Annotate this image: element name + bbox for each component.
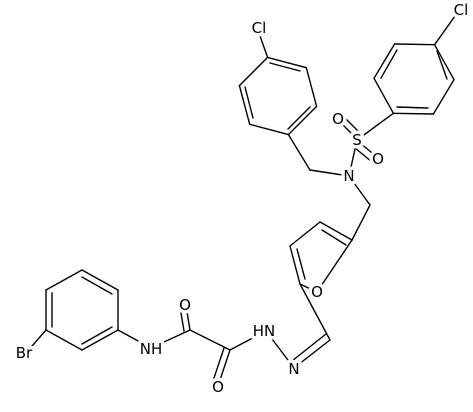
atom-label: HN xyxy=(253,322,276,340)
bond xyxy=(351,204,371,241)
bond xyxy=(185,305,191,331)
bond xyxy=(179,306,185,332)
bond xyxy=(373,43,396,80)
bond xyxy=(289,245,301,285)
bond xyxy=(309,169,350,177)
bond xyxy=(287,105,318,136)
atom-label: Cl xyxy=(252,19,267,37)
bond xyxy=(238,56,269,87)
atom-label: O xyxy=(372,150,384,168)
atom-label: N xyxy=(343,167,354,185)
bond xyxy=(81,276,113,295)
atom-label: O xyxy=(179,296,191,314)
atom-label: O xyxy=(332,110,344,128)
atom-label: O xyxy=(311,283,323,301)
bond xyxy=(238,84,251,126)
atom-label: O xyxy=(212,378,224,396)
bond xyxy=(348,139,358,177)
bond xyxy=(211,347,225,385)
bond xyxy=(45,269,83,291)
bond xyxy=(299,283,331,341)
bond xyxy=(354,147,373,163)
bond xyxy=(373,77,395,115)
bond xyxy=(265,330,295,369)
bond xyxy=(337,119,356,138)
bond xyxy=(316,239,353,293)
bond xyxy=(266,56,307,69)
bond xyxy=(287,106,311,130)
bond xyxy=(356,112,395,141)
bond xyxy=(25,329,47,354)
bond xyxy=(393,43,436,46)
bond xyxy=(321,229,347,246)
bond xyxy=(293,339,331,369)
bond xyxy=(259,35,269,59)
bond xyxy=(248,123,290,136)
bond xyxy=(433,15,456,46)
bond xyxy=(319,221,353,241)
bond xyxy=(380,49,398,79)
bond xyxy=(150,329,191,349)
bond xyxy=(81,326,113,345)
bond xyxy=(296,248,306,280)
bond xyxy=(396,106,429,109)
bonds xyxy=(25,15,456,387)
bond xyxy=(217,349,231,387)
bond xyxy=(287,133,311,171)
bond xyxy=(359,142,378,158)
bond xyxy=(269,62,301,72)
atom-label: S xyxy=(352,131,362,149)
atom-label: Cl xyxy=(454,1,469,19)
atom-labels: Cl Cl S O O N O O O HN N NH Br xyxy=(12,0,472,400)
bond xyxy=(289,221,321,247)
bond xyxy=(342,115,361,134)
bond xyxy=(189,329,231,351)
bond xyxy=(81,329,119,351)
bond xyxy=(45,329,83,351)
atom-label: NH xyxy=(140,340,163,358)
bond xyxy=(433,44,455,81)
bond xyxy=(117,329,152,349)
bond xyxy=(244,86,254,119)
bond xyxy=(436,50,448,80)
bond xyxy=(392,112,435,115)
bond xyxy=(432,78,455,115)
bond xyxy=(229,330,267,351)
bond xyxy=(348,175,371,206)
atom-label: N xyxy=(288,360,299,378)
bond xyxy=(299,283,318,293)
bond xyxy=(81,269,119,291)
atom-label: Br xyxy=(16,344,33,362)
bond xyxy=(291,333,327,362)
bond xyxy=(305,66,318,108)
